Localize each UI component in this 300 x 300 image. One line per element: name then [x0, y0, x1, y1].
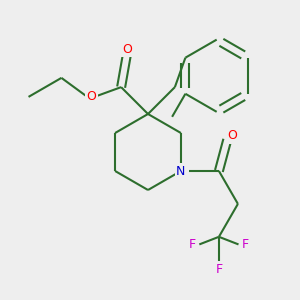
Text: O: O: [227, 129, 237, 142]
Text: O: O: [122, 43, 132, 56]
Text: N: N: [176, 164, 186, 178]
Text: F: F: [189, 238, 196, 251]
Text: F: F: [215, 262, 223, 276]
Text: O: O: [86, 90, 96, 104]
Text: F: F: [242, 238, 249, 251]
